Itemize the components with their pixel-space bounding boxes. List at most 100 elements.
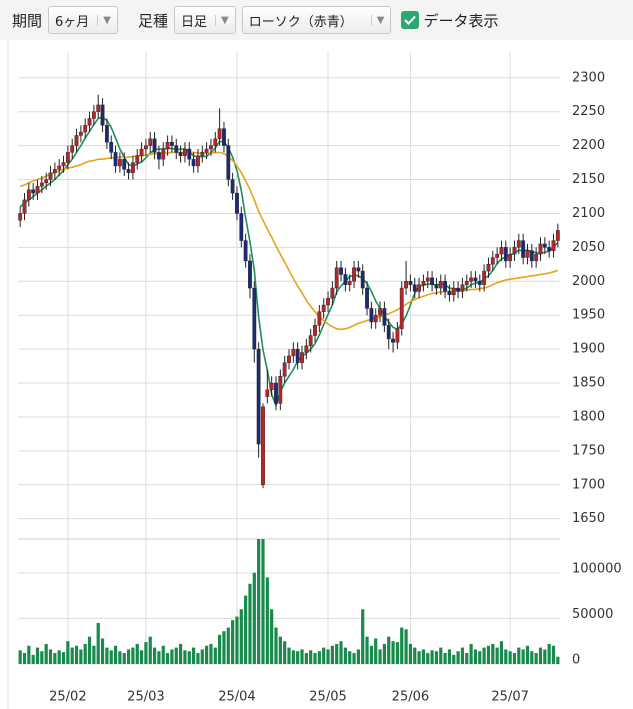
candle-body [165, 142, 170, 150]
candle-body [196, 155, 200, 167]
candle-body [183, 148, 187, 156]
chart: 1650 1700 1750 1800 1850 1900 1950 2000 2050 2100… [7, 40, 625, 709]
candle-body [178, 152, 183, 156]
volume-bar [218, 634, 222, 664]
candle-body [261, 406, 265, 485]
candle-body [451, 287, 456, 296]
volume-bar [460, 647, 465, 664]
interval-select[interactable]: 日足 ▼ [174, 6, 236, 34]
volume-bar [139, 650, 144, 664]
volume-bar [83, 643, 87, 664]
candle-body [360, 270, 365, 289]
volume-bar [356, 649, 360, 664]
chart-frame [8, 40, 625, 709]
volume-bar [378, 649, 382, 664]
candle-body [447, 291, 452, 296]
volume-bar [469, 643, 473, 664]
candle-body [399, 287, 404, 329]
volume-bar [44, 643, 48, 664]
candle-body [113, 152, 118, 167]
y-tick-label: 1750 [572, 443, 605, 458]
volume-bar [79, 649, 83, 664]
volume-bar [556, 656, 560, 664]
show-data-label[interactable]: データ表示 [423, 11, 499, 30]
candle-body [96, 104, 101, 112]
candle-body [456, 287, 461, 292]
volume-bar [335, 643, 339, 664]
candle-body [365, 287, 369, 309]
checkbox[interactable] [401, 11, 420, 29]
moving-average [19, 151, 559, 331]
volume-bar [534, 653, 538, 664]
check-icon [404, 15, 417, 25]
volume-bar [231, 620, 235, 664]
candle-body [512, 247, 517, 255]
candle-body [22, 199, 27, 214]
candle-body [412, 284, 417, 292]
volume-bar [365, 636, 369, 664]
volume-bar [382, 643, 386, 664]
y-tick-label: 2100 [572, 206, 605, 221]
candle-body [204, 148, 209, 153]
volume-bar [404, 629, 408, 664]
candle-body [170, 142, 174, 146]
y-tick-label: 1850 [572, 376, 605, 391]
candle-body [35, 186, 40, 194]
candle-body [473, 277, 478, 282]
volume-bar [57, 650, 61, 664]
volume-bar [87, 636, 92, 664]
candle-body [477, 281, 482, 285]
volume-bar [265, 577, 269, 664]
candle-body [161, 148, 166, 160]
volume-tick-label: 0 [572, 653, 580, 668]
x-tick-label: 25/02 [49, 690, 86, 705]
volume-bar [200, 649, 204, 664]
volume-bar [31, 654, 35, 664]
candle-body [78, 131, 83, 136]
volume-bar [421, 649, 426, 664]
volume-bar [352, 653, 356, 664]
candle-body [438, 281, 443, 289]
volume-bar [40, 651, 44, 664]
volume-bar [504, 649, 508, 664]
volume-bar [348, 651, 352, 664]
volume-bar [374, 638, 378, 664]
volume-bar [551, 645, 556, 664]
volume-bar [465, 653, 469, 664]
volume-bar [209, 643, 213, 664]
candle-body [65, 152, 70, 163]
volume-bar [22, 653, 27, 664]
volume-bar [512, 653, 517, 664]
period-select[interactable]: 6ヶ月 ▼ [48, 6, 118, 34]
volume-bar [27, 645, 31, 664]
style-select[interactable]: ローソク（赤青） ▼ [241, 6, 392, 34]
candle-body [226, 145, 231, 180]
toolbar: 期間 6ヶ月 ▼ 足種 日足 ▼ ローソク（赤青） ▼ データ表示 [0, 0, 633, 40]
y-tick-label: 2000 [572, 274, 605, 289]
candle-body [209, 145, 213, 150]
volume-bar [538, 647, 543, 664]
volume-bar [326, 649, 330, 664]
candle-body [291, 348, 296, 357]
candle-body [282, 362, 287, 377]
volume-bar [205, 645, 209, 664]
candle-body [430, 277, 434, 285]
candle-body [91, 111, 96, 119]
y-tick-label: 2300 [572, 70, 605, 85]
candle-body [222, 128, 226, 146]
candle-body [486, 264, 491, 272]
candle-body [287, 355, 291, 363]
candle-body [369, 308, 374, 323]
candle-body [386, 325, 391, 340]
candle-body [347, 281, 352, 285]
volume-bar [439, 647, 443, 664]
y-tick-label: 1900 [572, 342, 605, 357]
candle-body [469, 277, 474, 282]
candle-body [542, 243, 547, 248]
interval-label: 足種 [138, 11, 169, 30]
candle-body [57, 165, 62, 170]
y-tick-label: 1800 [572, 409, 605, 424]
volume-bar [74, 645, 79, 664]
candle-body [551, 240, 556, 251]
candle-body [443, 281, 447, 292]
